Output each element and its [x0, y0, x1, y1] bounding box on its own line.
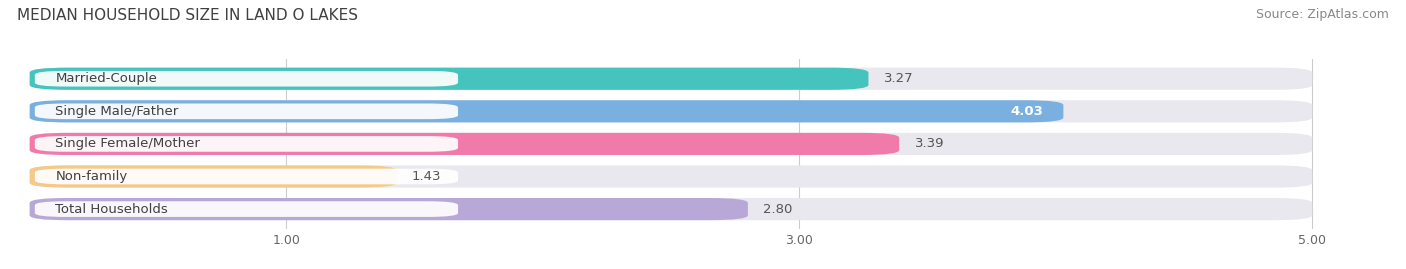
- FancyBboxPatch shape: [30, 68, 1312, 90]
- FancyBboxPatch shape: [30, 100, 1312, 122]
- Text: 4.03: 4.03: [1010, 105, 1043, 118]
- FancyBboxPatch shape: [30, 133, 1312, 155]
- Text: 1.43: 1.43: [412, 170, 441, 183]
- FancyBboxPatch shape: [30, 165, 396, 187]
- FancyBboxPatch shape: [30, 198, 748, 220]
- FancyBboxPatch shape: [35, 136, 458, 152]
- Text: MEDIAN HOUSEHOLD SIZE IN LAND O LAKES: MEDIAN HOUSEHOLD SIZE IN LAND O LAKES: [17, 8, 359, 23]
- FancyBboxPatch shape: [30, 165, 1312, 187]
- Text: Non-family: Non-family: [55, 170, 128, 183]
- Text: Single Female/Mother: Single Female/Mother: [55, 137, 200, 150]
- FancyBboxPatch shape: [35, 169, 458, 184]
- Text: 2.80: 2.80: [763, 203, 793, 215]
- FancyBboxPatch shape: [35, 201, 458, 217]
- FancyBboxPatch shape: [35, 104, 458, 119]
- Text: Source: ZipAtlas.com: Source: ZipAtlas.com: [1256, 8, 1389, 21]
- Text: 3.39: 3.39: [915, 137, 943, 150]
- Text: 3.27: 3.27: [884, 72, 914, 85]
- Text: Total Households: Total Households: [55, 203, 169, 215]
- FancyBboxPatch shape: [35, 71, 458, 87]
- Text: Single Male/Father: Single Male/Father: [55, 105, 179, 118]
- FancyBboxPatch shape: [30, 133, 900, 155]
- FancyBboxPatch shape: [30, 68, 869, 90]
- FancyBboxPatch shape: [30, 198, 1312, 220]
- Text: Married-Couple: Married-Couple: [55, 72, 157, 85]
- FancyBboxPatch shape: [30, 100, 1063, 122]
